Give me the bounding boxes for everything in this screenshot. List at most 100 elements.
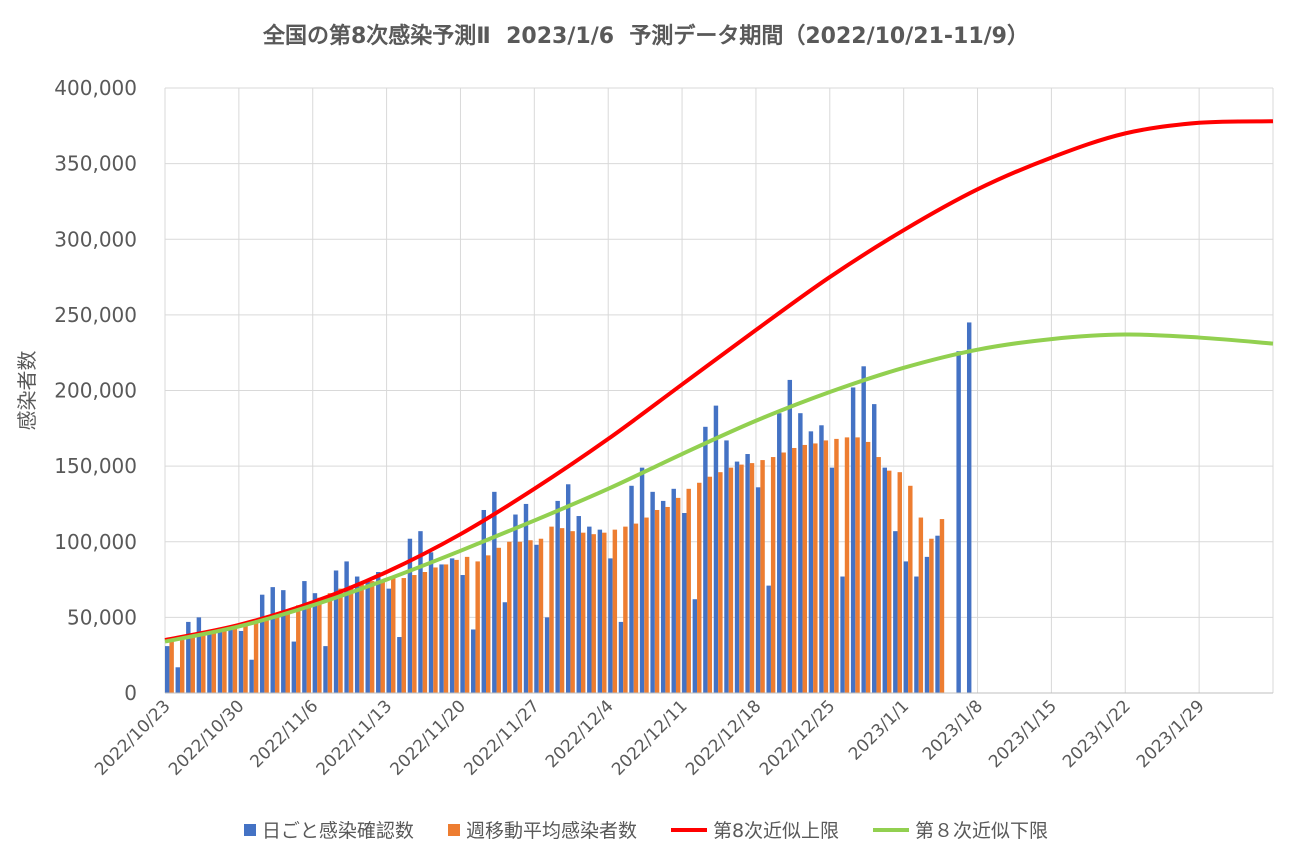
bar-daily-cases	[956, 351, 961, 693]
bar-weekly-average	[549, 526, 554, 693]
bar-weekly-average	[718, 472, 723, 693]
bar-daily-cases	[840, 576, 845, 693]
bar-daily-cases	[365, 581, 370, 693]
x-tick-label: 2023/1/22	[1059, 696, 1135, 772]
y-tick-label: 200,000	[54, 379, 137, 403]
bar-daily-cases	[471, 629, 476, 693]
bar-weekly-average	[823, 440, 829, 693]
bar-daily-cases	[618, 621, 624, 693]
bar-daily-cases	[312, 593, 318, 693]
bar-weekly-average	[665, 506, 670, 693]
legend-label-daily: 日ごと感染確認数	[261, 820, 414, 842]
bar-weekly-average	[760, 460, 765, 693]
bar-weekly-average	[486, 555, 491, 693]
bar-weekly-average	[422, 572, 428, 693]
bar-weekly-average	[802, 444, 808, 693]
bar-daily-cases	[407, 538, 413, 693]
bar-daily-cases	[808, 431, 814, 693]
chart-title: 全国の第8次感染予測Ⅱ 2023/1/6 予測データ期間（2022/10/21-…	[263, 24, 1029, 49]
bar-weekly-average	[464, 556, 470, 693]
bar-daily-cases	[397, 637, 402, 693]
bar-daily-cases	[935, 535, 940, 693]
bar-weekly-average	[201, 632, 206, 693]
bar-daily-cases	[513, 514, 518, 693]
bar-daily-cases	[924, 556, 930, 693]
x-tick-label: 2023/1/29	[1133, 696, 1209, 772]
bar-weekly-average	[580, 532, 586, 693]
legend-label-weekly-average: 週移動平均感染者数	[465, 820, 637, 842]
bar-weekly-average	[697, 482, 702, 693]
bar-daily-cases	[259, 594, 265, 693]
bar-weekly-average	[496, 547, 501, 693]
bar-weekly-average	[169, 641, 174, 693]
bar-weekly-average	[317, 597, 322, 693]
bar-weekly-average	[644, 517, 649, 693]
bar-daily-cases	[186, 621, 191, 693]
bar-weekly-average	[633, 523, 639, 693]
bar-daily-cases	[682, 513, 687, 693]
x-tick-label: 2022/10/23	[91, 696, 174, 779]
bar-daily-cases	[597, 529, 603, 693]
bar-daily-cases	[165, 646, 170, 693]
bar-weekly-average	[327, 593, 333, 693]
bar-weekly-average	[602, 532, 607, 693]
bar-weekly-average	[412, 575, 417, 693]
bar-daily-cases	[175, 667, 180, 693]
bar-daily-cases	[481, 509, 487, 693]
bar-weekly-average	[391, 578, 396, 693]
bar-daily-cases	[777, 413, 782, 693]
bar-weekly-average	[179, 638, 185, 693]
bar-daily-cases	[576, 516, 581, 693]
bar-weekly-average	[728, 467, 734, 693]
bar-daily-cases	[861, 366, 866, 693]
bar-weekly-average	[792, 447, 797, 693]
bar-daily-cases	[439, 564, 444, 693]
bar-weekly-average	[338, 588, 343, 693]
bar-daily-cases	[798, 413, 803, 693]
bar-daily-cases	[281, 590, 286, 693]
bar-daily-cases	[755, 487, 761, 693]
legend-label-upper-bound: 第8次近似上限	[712, 820, 840, 842]
bar-daily-cases	[228, 627, 233, 693]
bar-daily-cases	[555, 500, 560, 693]
bar-daily-cases	[787, 379, 793, 693]
bar-weekly-average	[654, 509, 660, 693]
bar-daily-cases	[650, 491, 655, 693]
legend-swatch-lower-bound	[873, 827, 910, 832]
bar-weekly-average	[908, 485, 913, 693]
legend-item-lower-bound: 第８次近似下限	[873, 816, 1048, 843]
bar-daily-cases	[492, 491, 497, 693]
y-tick-label: 300,000	[54, 227, 137, 251]
bar-weekly-average	[190, 635, 195, 693]
x-tick-label: 2022/12/25	[756, 696, 839, 779]
bar-daily-cases	[534, 544, 539, 693]
bar-weekly-average	[770, 457, 776, 693]
x-tick-label: 2022/12/4	[542, 696, 618, 772]
bar-weekly-average	[359, 582, 364, 693]
bar-weekly-average	[274, 612, 280, 693]
bar-daily-cases	[344, 561, 349, 693]
bar-daily-cases	[671, 488, 676, 693]
bar-weekly-average	[222, 629, 227, 693]
y-tick-label: 100,000	[54, 530, 137, 554]
legend-swatch-upper-bound	[670, 827, 707, 832]
bar-weekly-average	[433, 567, 438, 693]
x-tick-label: 2022/11/27	[460, 696, 543, 779]
x-tick-label: 2023/1/15	[985, 696, 1061, 772]
bar-weekly-average	[401, 578, 407, 693]
bar-daily-cases	[376, 572, 381, 693]
bar-weekly-average	[897, 472, 902, 693]
bar-daily-cases	[745, 454, 750, 693]
bar-daily-cases	[333, 570, 339, 693]
x-tick-label: 2023/1/1	[845, 696, 913, 764]
bar-daily-cases	[872, 404, 877, 693]
bar-daily-cases	[724, 440, 729, 693]
bar-weekly-average	[211, 630, 217, 693]
y-tick-label: 50,000	[67, 605, 137, 629]
bar-daily-cases	[291, 641, 297, 693]
x-tick-label: 2023/1/8	[919, 696, 987, 764]
legend-item-upper-bound: 第8次近似上限	[670, 816, 840, 843]
bar-weekly-average	[538, 538, 544, 693]
bar-daily-cases	[882, 467, 887, 693]
